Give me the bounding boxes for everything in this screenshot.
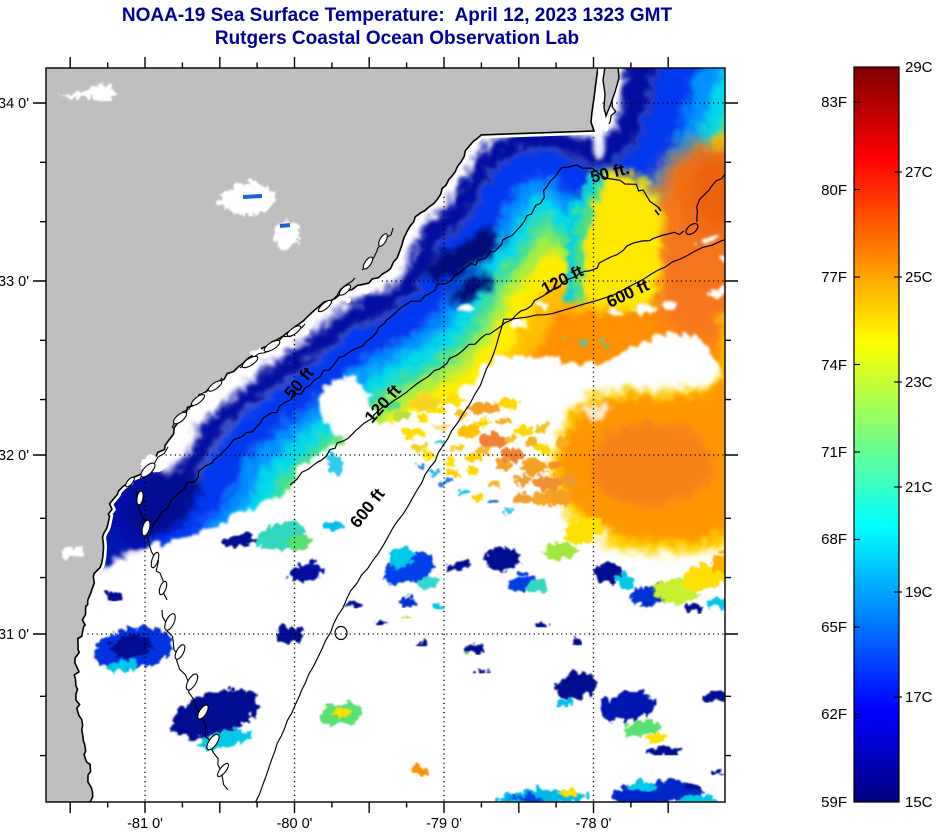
svg-text:17C: 17C: [905, 689, 933, 706]
svg-text:23C: 23C: [905, 374, 933, 391]
svg-text:83F: 83F: [821, 94, 847, 111]
svg-text:NOAA-19 Sea Surface Temperatur: NOAA-19 Sea Surface Temperature: April 1…: [122, 5, 673, 26]
svg-text:80F: 80F: [821, 182, 847, 199]
svg-text:34 0': 34 0': [0, 96, 29, 112]
svg-text:32 0': 32 0': [0, 448, 29, 464]
svg-text:-79 0': -79 0': [426, 816, 462, 832]
svg-text:-78 0': -78 0': [576, 816, 612, 832]
svg-text:29C: 29C: [905, 59, 933, 76]
svg-text:65F: 65F: [821, 619, 847, 636]
svg-text:77F: 77F: [821, 269, 847, 286]
svg-text:68F: 68F: [821, 531, 847, 548]
svg-text:31 0': 31 0': [0, 627, 29, 643]
svg-text:-80 0': -80 0': [277, 816, 313, 832]
svg-text:15C: 15C: [905, 794, 933, 811]
svg-text:25C: 25C: [905, 269, 933, 286]
svg-text:71F: 71F: [821, 444, 847, 461]
svg-text:27C: 27C: [905, 164, 933, 181]
svg-text:59F: 59F: [821, 794, 847, 811]
svg-text:-81 0': -81 0': [127, 816, 163, 832]
svg-text:74F: 74F: [821, 357, 847, 374]
svg-text:21C: 21C: [905, 479, 933, 496]
svg-text:33 0': 33 0': [0, 274, 29, 290]
svg-text:Rutgers Coastal Ocean Observat: Rutgers Coastal Ocean Observation Lab: [215, 28, 579, 49]
svg-text:62F: 62F: [821, 706, 847, 723]
svg-text:19C: 19C: [905, 584, 933, 601]
